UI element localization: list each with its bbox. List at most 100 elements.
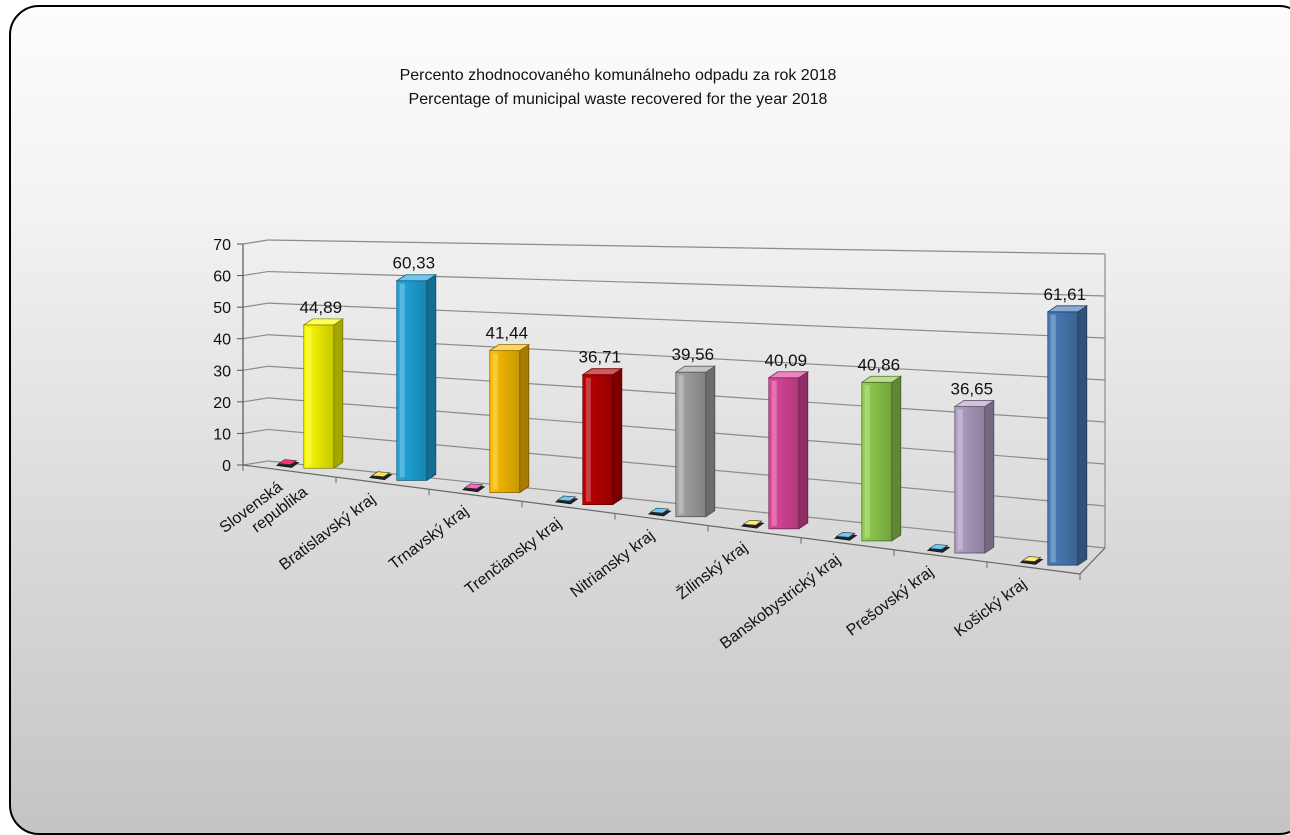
bar-front-shade [396,280,427,481]
gridline [267,270,1106,297]
bar-top-face [395,274,438,282]
bar-side-face [891,375,902,542]
bar-highlight [864,385,870,538]
axes [237,243,1106,580]
bar-highlight [957,409,963,551]
bar-top-face [488,344,531,352]
bar-front-shade [303,324,334,469]
bar-front-shade [954,406,985,554]
bar [581,367,624,506]
bar-side-face [1077,305,1088,566]
category-label: Prešovský kraj [844,563,937,639]
bar-top-face [1046,305,1089,313]
bar-top-face [581,368,624,376]
bar-front-shade [768,377,799,529]
category-label: Banskobystrický kraj [717,551,844,652]
value-label: 39,56 [672,345,715,364]
floor-marker [1021,556,1042,562]
value-label: 40,09 [765,351,808,370]
y-tick-label: 20 [213,395,231,412]
value-labels: 44,89 60,33 41,44 36,71 39,56 40,09 40,86 36,65… [300,254,1087,399]
gridline-side [242,239,269,245]
category-label: Slovenskárepublika [217,468,311,551]
value-label: 41,44 [486,324,529,343]
bar-highlight [585,377,591,502]
bar [302,318,345,470]
floor-marker [463,483,484,490]
bar-front-shade [1047,311,1078,566]
category-label-line: Trnavský kraj [386,503,472,573]
bars [302,273,1089,566]
bar [953,399,996,554]
bar-highlight [678,375,684,514]
category-label-line: Žilinský kraj [673,538,751,603]
category-label-line: Banskobystrický kraj [717,551,844,652]
gridline-side [242,270,269,277]
bar-side-face [612,367,623,506]
bar [860,375,903,542]
floor-marker [370,471,391,478]
y-tick-label: 0 [222,458,231,475]
category-label: Žilinský kraj [673,538,751,603]
gridline-side [242,428,269,435]
category-label-line: Trenčiansky kraj [462,515,565,598]
floor-marker [835,531,856,538]
gridline-side [242,397,269,403]
value-label: 36,65 [951,380,994,399]
bar-highlight [492,353,498,490]
chart-title-line-1: Percento zhodnocovaného komunálneho odpa… [400,67,837,84]
gridline-side [242,302,269,308]
category-label-line: Nitriansky kraj [567,527,657,601]
bar-highlight [399,283,405,478]
floor-right-edge [1079,547,1106,575]
floor-marker [928,544,949,550]
bar-top-face [860,375,903,383]
value-label: 60,33 [393,254,436,273]
bar-highlight [306,327,312,466]
value-label: 61,61 [1044,285,1087,304]
y-tick-label: 50 [213,300,231,317]
y-tick-label: 10 [213,426,231,443]
bar-highlight [1050,314,1056,563]
gridline [267,239,1106,255]
value-label: 36,71 [579,348,622,367]
floor-marker [277,459,298,465]
bar-side-face [984,399,995,554]
bar-side-face [798,371,809,530]
floor-marker [649,507,670,514]
floor-marker [742,519,763,526]
gridline [267,302,1106,339]
value-label: 40,86 [858,355,901,374]
bar-top-face [953,400,996,407]
category-label-line: Košický kraj [952,576,1030,641]
bar-highlight [771,380,777,526]
bar [395,273,438,482]
y-tick-label: 60 [213,269,231,286]
chart-title-line-2: Percentage of municipal waste recovered … [409,91,828,108]
bar-top-face [302,318,345,326]
category-label: Trenčiansky kraj [462,515,565,598]
bar-side-face [519,343,530,494]
bar-top-face [674,365,717,373]
y-tick-label: 30 [213,363,231,380]
bar-side-face [426,273,437,482]
y-tick-label: 40 [213,332,231,349]
gridline-side [242,365,269,371]
bar-front-shade [675,372,706,517]
bar-front-shade [861,382,892,541]
bar-top-face [767,371,810,379]
bar [767,371,810,530]
y-tick-label: 70 [213,237,231,254]
category-label-line: Prešovský kraj [844,563,937,639]
category-label: Trnavský kraj [386,503,472,573]
gridline-side [242,334,269,340]
bar-side-face [705,365,716,518]
bar [674,365,717,518]
bar-front-shade [489,350,520,493]
category-label: Košický kraj [952,576,1030,641]
bar-side-face [333,318,344,470]
bar [1046,305,1089,566]
y-tick-labels: 0 10 20 30 40 50 60 70 [213,237,231,475]
